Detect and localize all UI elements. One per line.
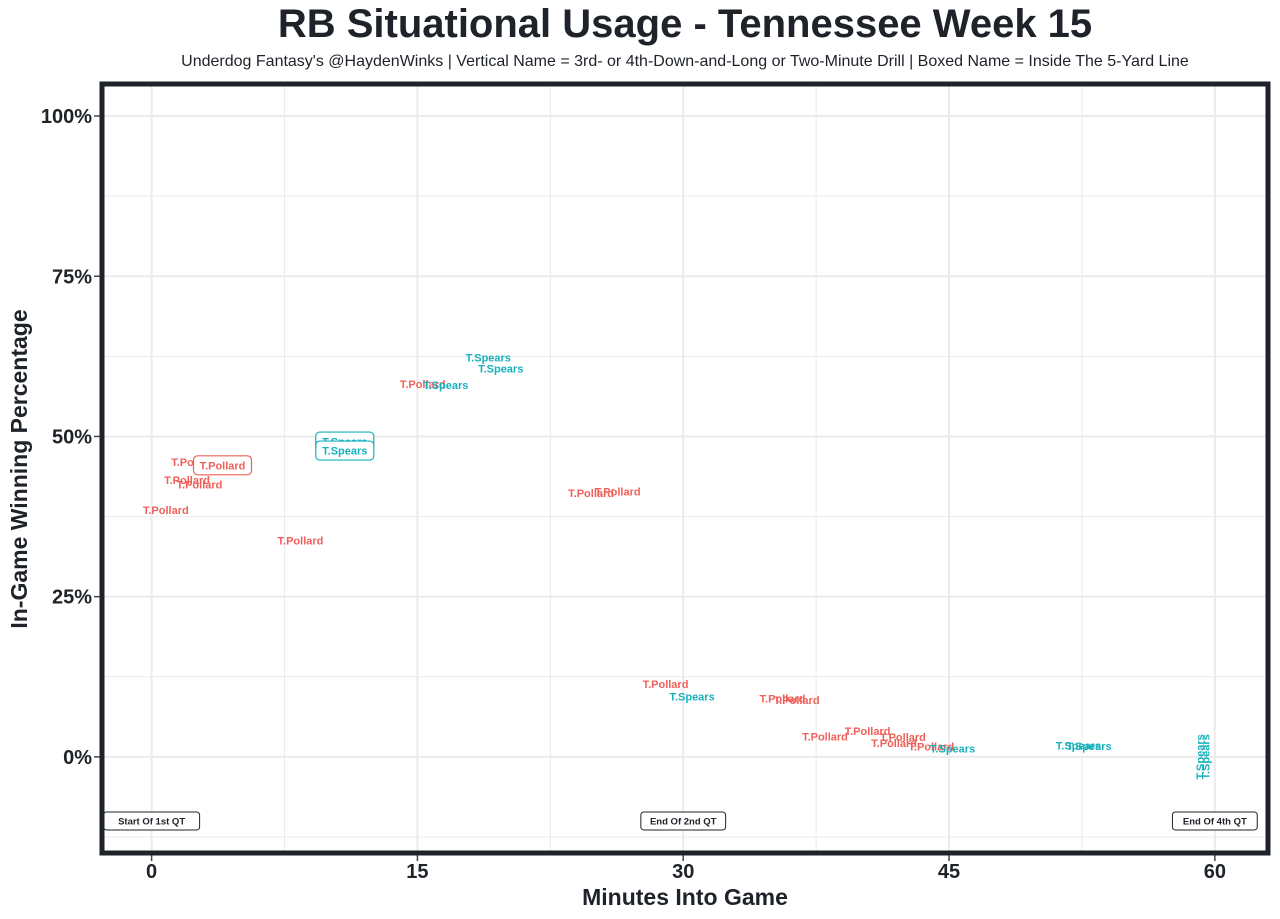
plot-border bbox=[99, 81, 1271, 856]
point-label: T.Pollard bbox=[871, 738, 917, 750]
point-label: T.Spears bbox=[322, 446, 367, 458]
annotation-layer: Start Of 1st QT End Of 2nd QT End Of 4th Q… bbox=[103, 811, 1258, 831]
point-tspears: T.Spears bbox=[669, 692, 714, 704]
point-label: T.Spears bbox=[1066, 741, 1111, 753]
point-label: T.Pollard bbox=[200, 460, 246, 472]
point-tpollard: T.Pollard bbox=[880, 732, 926, 744]
point-tspears: T.Spears bbox=[478, 364, 523, 376]
point-tpollard: T.Pollard bbox=[278, 535, 324, 547]
y-tick-label: 0% bbox=[63, 747, 92, 769]
point-tspears: T.Spears bbox=[466, 353, 511, 365]
chart-subtitle: Underdog Fantasy's @HaydenWinks | Vertic… bbox=[181, 53, 1189, 70]
x-tick-label: 0 bbox=[146, 861, 157, 883]
point-label: T.Pollard bbox=[177, 480, 223, 492]
point-label: T.Pollard bbox=[278, 535, 324, 547]
point-label: T.Spears bbox=[930, 744, 975, 756]
point-label: T.Pollard bbox=[568, 488, 614, 500]
point-tpollard: T.Pollard bbox=[845, 726, 891, 738]
point-tpollard: T.Pollard bbox=[400, 379, 446, 391]
point-label: T.Spears bbox=[1056, 740, 1101, 752]
y-axis-label: In-Game Winning Percentage bbox=[6, 309, 32, 628]
point-label: T.Spears bbox=[1195, 734, 1207, 779]
point-tspears: T.Spears bbox=[1195, 734, 1207, 779]
point-tspears: T.Spears bbox=[1056, 740, 1101, 752]
point-label: T.Spears bbox=[466, 353, 511, 365]
point-label: T.Pollard bbox=[802, 731, 848, 743]
point-tpollard: T.Pollard bbox=[643, 679, 689, 691]
point-tpollard: T.Pollard bbox=[568, 488, 614, 500]
point-label: T.Pollard bbox=[908, 742, 954, 754]
point-tpollard: T.Pollard bbox=[760, 694, 806, 706]
y-tick-label: 100% bbox=[41, 106, 92, 128]
point-tspears: T.Spears bbox=[423, 380, 468, 392]
point-box bbox=[315, 440, 375, 461]
point-tpollard: T.Pollard bbox=[908, 742, 954, 754]
point-tspears: T.Spears bbox=[315, 440, 375, 461]
x-tick-label: 30 bbox=[672, 861, 694, 883]
point-tpollard: T.Pollard bbox=[164, 475, 210, 487]
point-tspears: T.Spears bbox=[930, 744, 975, 756]
quarter-annotation: End Of 4th QT bbox=[1171, 811, 1258, 831]
x-axis-label: Minutes Into Game bbox=[582, 884, 788, 910]
point-label: T.Pollard bbox=[400, 379, 446, 391]
y-tick-label: 50% bbox=[52, 426, 92, 448]
y-tick-label: 75% bbox=[52, 266, 92, 288]
point-tpollard: T.Pollard bbox=[774, 695, 820, 707]
quarter-annotation-box bbox=[1171, 811, 1258, 831]
y-tick-label: 25% bbox=[52, 587, 92, 609]
point-label: T.Pollard bbox=[143, 505, 189, 517]
point-tpollard: T.Pollard bbox=[802, 731, 848, 743]
quarter-annotation: End Of 2nd QT bbox=[640, 811, 727, 831]
point-label: T.Spears bbox=[423, 380, 468, 392]
point-label: T.Pollard bbox=[774, 695, 820, 707]
tick-layer: 0 15 30 45 60 0% 25% 50% 75% 100% bbox=[41, 106, 1226, 883]
grid-layer bbox=[102, 84, 1268, 853]
point-label: T.Pollard bbox=[880, 732, 926, 744]
point-label: T.Pollard bbox=[643, 679, 689, 691]
point-label: T.Pollard bbox=[595, 487, 641, 499]
quarter-annotation-box bbox=[640, 811, 727, 831]
point-tpollard: T.Pollard bbox=[871, 738, 917, 750]
x-tick-label: 15 bbox=[406, 861, 428, 883]
point-tpollard: T.Pollard bbox=[192, 455, 253, 476]
point-tspears: T.Spears bbox=[1066, 741, 1111, 753]
point-tpollard: T.Pollard bbox=[177, 480, 223, 492]
point-tpollard: T.Pollard bbox=[143, 505, 189, 517]
x-tick-label: 60 bbox=[1204, 861, 1226, 883]
point-box bbox=[192, 455, 253, 476]
point-tspears: T.Spears bbox=[1201, 734, 1213, 779]
quarter-annotation-label: End Of 4th QT bbox=[1183, 816, 1247, 827]
x-tick-label: 45 bbox=[938, 861, 960, 883]
point-layer: T.PollardT.PollardT.PollardT.PollardT.Po… bbox=[143, 353, 1213, 780]
point-label: T.Pollard bbox=[760, 694, 806, 706]
point-tpollard: T.Pollard bbox=[595, 487, 641, 499]
point-label: T.Spears bbox=[669, 692, 714, 704]
point-label: T.Spears bbox=[478, 364, 523, 376]
chart-title: RB Situational Usage - Tennessee Week 15 bbox=[277, 2, 1093, 46]
quarter-annotation-label: End Of 2nd QT bbox=[650, 816, 717, 827]
point-label: T.Pollard bbox=[845, 726, 891, 738]
point-label: T.Spears bbox=[1201, 734, 1213, 779]
quarter-annotation: Start Of 1st QT bbox=[103, 811, 201, 831]
quarter-annotation-label: Start Of 1st QT bbox=[118, 816, 185, 827]
point-label: T.Pollard bbox=[164, 475, 210, 487]
